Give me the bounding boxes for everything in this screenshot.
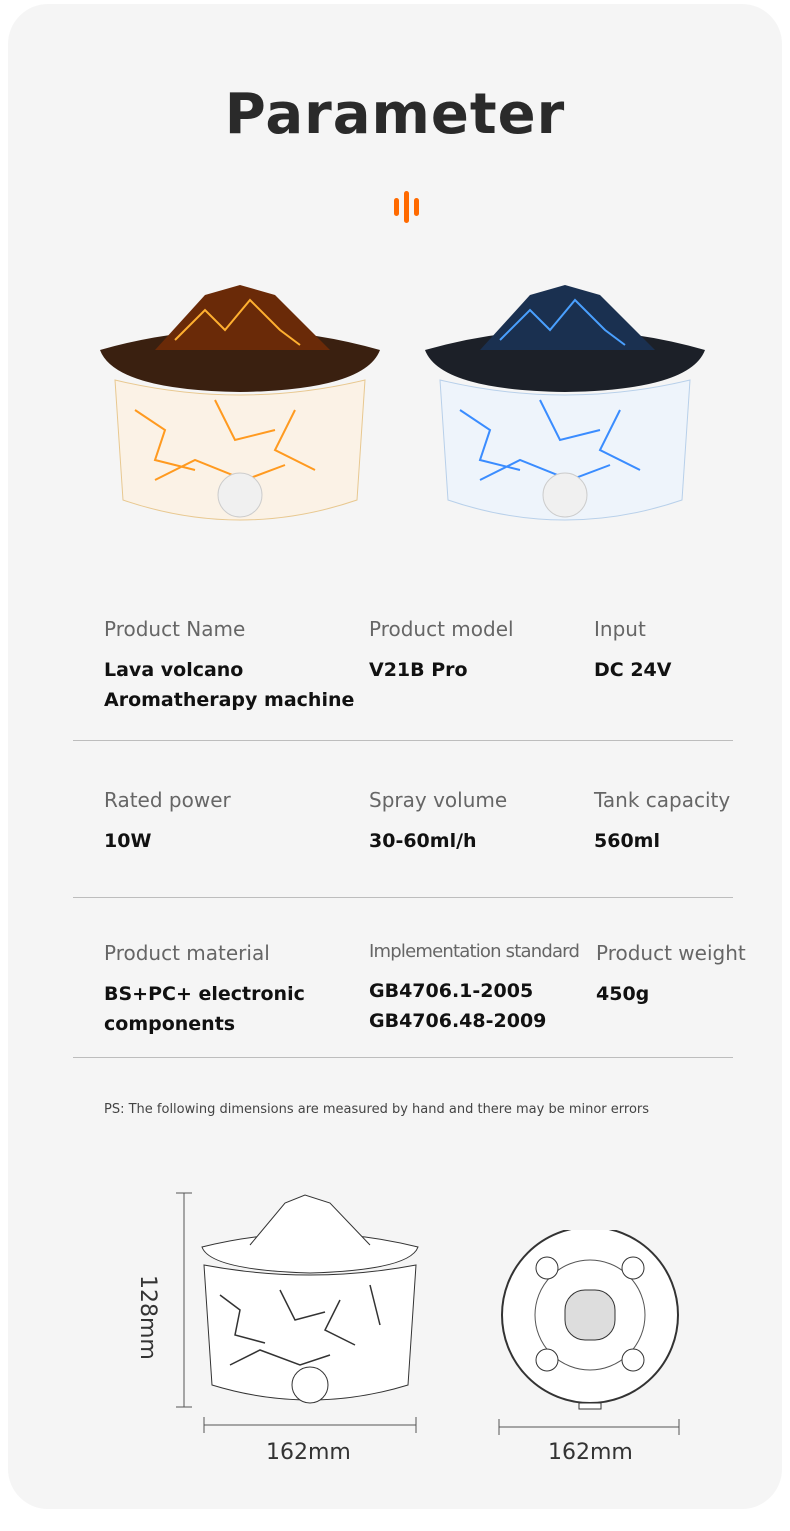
divider bbox=[73, 1057, 733, 1058]
spec-product-model: Product model V21B Pro bbox=[369, 617, 514, 681]
height-dimension: 128mm bbox=[135, 1275, 160, 1360]
sound-bars-icon bbox=[394, 191, 419, 223]
spec-product-material: Product material BS+PC+ electronic compo… bbox=[104, 941, 305, 1035]
width-dimension-bottom: 162mm bbox=[548, 1440, 633, 1465]
spec-implementation-standard: Implementation standard GB4706.1-2005 GB… bbox=[369, 941, 580, 1032]
spec-tank-capacity: Tank capacity 560ml bbox=[594, 788, 731, 852]
page-title: Parameter bbox=[224, 82, 566, 147]
spec-product-name: Product Name Lava volcano Aromatherapy m… bbox=[104, 617, 355, 711]
divider bbox=[73, 897, 733, 898]
spec-product-weight: Product weight 450g bbox=[596, 941, 746, 1005]
front-view-drawing bbox=[176, 1192, 419, 1433]
spec-rated-power: Rated power 10W bbox=[104, 788, 231, 852]
width-dimension-front: 162mm bbox=[266, 1440, 351, 1465]
divider bbox=[73, 740, 733, 741]
spec-input: Input DC 24V bbox=[594, 617, 672, 681]
product-image-blue bbox=[425, 285, 705, 521]
product-image-orange bbox=[100, 285, 380, 521]
bottom-view-drawing bbox=[498, 1230, 680, 1435]
spec-spray-volume: Spray volume 30-60ml/h bbox=[369, 788, 508, 852]
measurement-note: PS: The following dimensions are measure… bbox=[104, 1102, 650, 1117]
